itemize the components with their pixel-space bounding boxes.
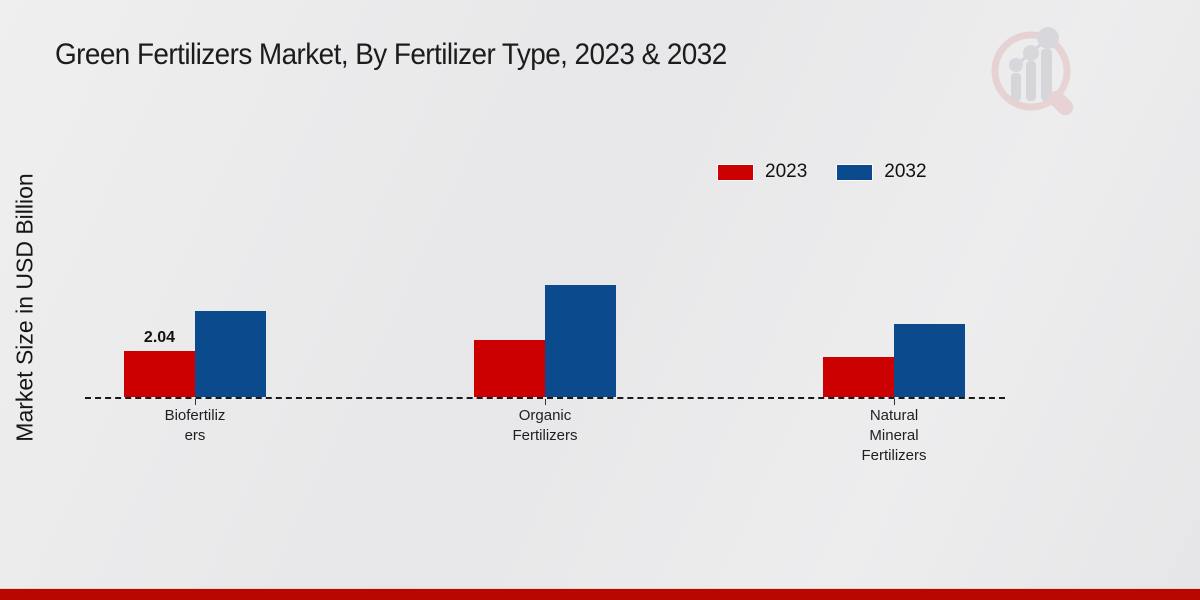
category-label-line: Natural: [869, 407, 919, 424]
bar-2032-organic-fertilizers: [545, 285, 616, 397]
category-label-line: Fertilizers: [861, 447, 927, 464]
bar-2023-biofertilizers: [124, 351, 195, 397]
x-axis-tick: [894, 399, 895, 405]
category-label: Biofertiliz ers: [115, 406, 275, 446]
category-label: Organic Fertilizers: [465, 406, 625, 446]
chart-title: Green Fertilizers Market, By Fertilizer …: [55, 38, 727, 71]
category-label: Natural Mineral Fertilizers: [814, 406, 974, 466]
category-label-line: Fertilizers: [512, 427, 578, 444]
category-label-line: Biofertiliz: [164, 407, 226, 424]
category-label-line: Organic: [518, 407, 572, 424]
category-label-line: Mineral: [869, 427, 919, 444]
legend-item-2032: 2032: [837, 161, 927, 183]
legend-swatch-2023: [718, 164, 753, 180]
bar-value-label: 2.04: [143, 329, 176, 346]
legend-item-2023: 2023: [718, 161, 807, 183]
bar-2023-organic-fertilizers: [474, 340, 545, 397]
footer-accent-bar: [0, 588, 1200, 600]
market-research-future-logo: [991, 27, 1074, 116]
bar-2032-biofertilizers: [195, 311, 266, 397]
x-axis-tick: [195, 399, 196, 405]
legend-label-2032: 2032: [884, 161, 927, 182]
bar-2023-natural-mineral-fertilizers: [823, 357, 894, 397]
legend-label-2023: 2023: [765, 161, 808, 182]
legend: 2023 2032: [718, 161, 927, 183]
category-label-line: ers: [184, 427, 206, 444]
x-axis-baseline: [85, 397, 1005, 399]
legend-swatch-2032: [837, 164, 873, 180]
x-axis-tick: [545, 399, 546, 405]
bar-2032-natural-mineral-fertilizers: [894, 324, 965, 397]
